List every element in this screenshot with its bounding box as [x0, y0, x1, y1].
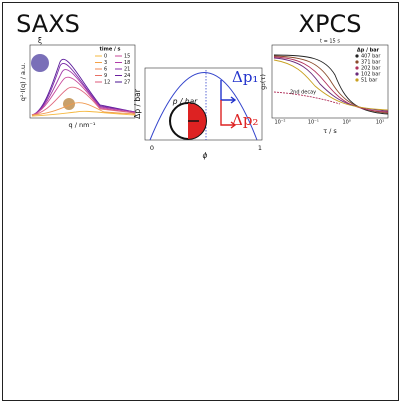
x-tick-label: 10⁻¹ — [308, 120, 319, 126]
legend-label: 51 bar — [361, 78, 378, 84]
legend-label: 15 — [124, 54, 130, 60]
phase-x-tick: 0 — [150, 144, 154, 152]
xpcs-subtitle: t = 15 s — [320, 39, 340, 45]
saxs-y-label: q²·I(q) / a.u. — [19, 63, 27, 101]
saxs-x-label: q / nm⁻¹ — [69, 121, 96, 129]
xpcs-annotation: 2nd decay — [290, 90, 316, 96]
figure: SAXS q²·I(q) / a.u. q / nm⁻¹ ξ time / s … — [0, 0, 401, 404]
saxs-xi: ξ — [38, 36, 42, 45]
legend-marker — [355, 78, 358, 81]
page: {"saxs": {"title": "SAXS", "y_label": "q… — [0, 0, 401, 404]
phase-x-label: ϕ — [203, 151, 208, 160]
legend-label: 9 — [104, 73, 107, 79]
legend-label: 6 — [104, 67, 107, 73]
frame — [3, 3, 399, 401]
saxs-inset — [31, 54, 49, 72]
xpcs-x-label: τ / s — [323, 127, 337, 135]
phase-y-label: Δp / bar — [133, 88, 142, 119]
legend-label: 21 — [124, 67, 130, 73]
legend-marker — [355, 60, 358, 63]
xpcs-y-label: g₂(τ) — [259, 74, 267, 90]
saxs-legend-title: time / s — [100, 47, 121, 53]
legend-marker — [355, 66, 358, 69]
dp2-label: Δp₂ — [232, 111, 258, 129]
x-tick-label: 10⁻² — [274, 120, 285, 126]
legend-label: 12 — [104, 80, 110, 86]
legend-label: 0 — [104, 54, 107, 60]
xpcs-title: XPCS — [299, 10, 362, 38]
dp1-label: Δp₁ — [232, 68, 258, 86]
gauge-label: p / bar — [172, 97, 198, 106]
legend-label: 24 — [124, 73, 130, 79]
phase-x-tick: 1 — [258, 144, 262, 152]
legend-label: 18 — [124, 60, 130, 66]
saxs-title: SAXS — [16, 10, 80, 38]
x-tick-label: 10⁰ — [342, 120, 350, 126]
legend-marker — [355, 72, 358, 75]
x-tick-label: 10¹ — [376, 120, 384, 126]
xpcs-x-ticks: 10⁻² 10⁻¹ 10⁰ 10¹ — [274, 120, 384, 126]
legend-label: 3 — [104, 60, 107, 66]
legend-label: 27 — [124, 80, 130, 86]
legend-marker — [355, 54, 358, 57]
